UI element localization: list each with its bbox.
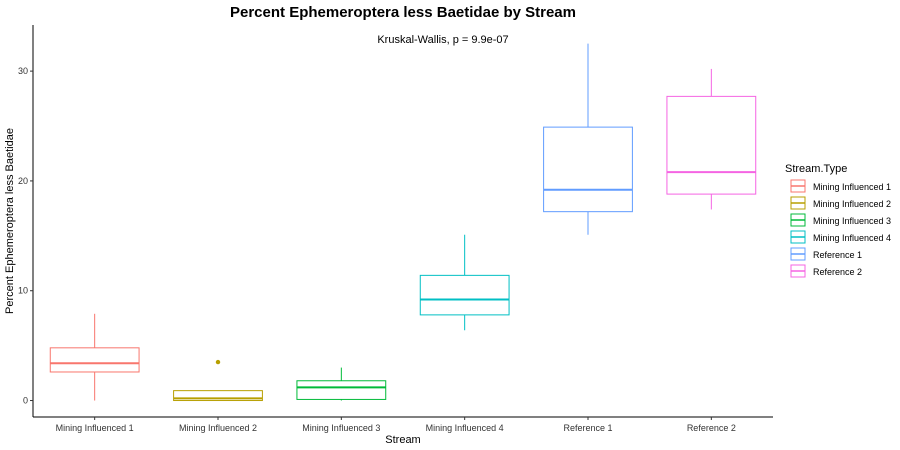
outlier-point: [215, 359, 221, 365]
legend-item: Mining Influenced 3: [790, 213, 891, 227]
legend-item: Mining Influenced 4: [790, 230, 891, 244]
legend-label: Mining Influenced 1: [813, 182, 891, 192]
legend-items: Mining Influenced 1 Mining Influenced 2 Mi…: [790, 179, 891, 278]
x-axis-title: Stream: [385, 434, 420, 446]
x-tick-label: Mining Influenced 2: [179, 423, 257, 433]
legend-item: Reference 1: [790, 247, 862, 261]
x-tick-label: Mining Influenced 1: [56, 423, 134, 433]
x-axis-ticks: Mining Influenced 1 Mining Influenced 2 Mi…: [56, 417, 736, 433]
x-tick-label: Mining Influenced 3: [302, 423, 380, 433]
box-5: [543, 43, 633, 235]
legend-item: Mining Influenced 1: [790, 179, 891, 193]
plot-area: [49, 43, 757, 402]
y-axis-ticks: 0 10 20 30: [18, 66, 33, 406]
y-tick-label: 20: [18, 176, 28, 186]
chart-title: Percent Ephemeroptera less Baetidae by S…: [230, 4, 576, 21]
legend-label: Reference 2: [813, 267, 862, 277]
legend-label: Mining Influenced 2: [813, 199, 891, 209]
y-axis-title: Percent Ephemeroptera less Baetidae: [4, 128, 16, 314]
box-iqr: [296, 380, 387, 400]
x-tick-label: Reference 1: [563, 423, 612, 433]
legend-title: Stream.Type: [785, 163, 847, 175]
kruskal-wallis-annotation: Kruskal-Wallis, p = 9.9e-07: [377, 34, 508, 46]
legend-item: Reference 2: [790, 264, 862, 278]
x-tick-label: Reference 2: [687, 423, 736, 433]
x-tick-label: Mining Influenced 4: [426, 423, 504, 433]
legend-label: Reference 1: [813, 250, 862, 260]
box-2: [173, 359, 263, 402]
y-tick-label: 10: [18, 286, 28, 296]
box-3: [296, 367, 387, 401]
box-4: [419, 234, 510, 331]
box-iqr: [173, 390, 263, 402]
legend-label: Mining Influenced 4: [813, 233, 891, 243]
legend-item: Mining Influenced 2: [790, 196, 891, 210]
box-iqr: [49, 347, 140, 373]
box-6: [666, 68, 757, 210]
box-1: [49, 313, 140, 401]
y-tick-label: 30: [18, 66, 28, 76]
box-iqr: [666, 95, 757, 195]
box-iqr: [419, 274, 510, 316]
legend-label: Mining Influenced 3: [813, 216, 891, 226]
y-tick-label: 0: [23, 396, 28, 406]
box-iqr: [543, 126, 633, 213]
